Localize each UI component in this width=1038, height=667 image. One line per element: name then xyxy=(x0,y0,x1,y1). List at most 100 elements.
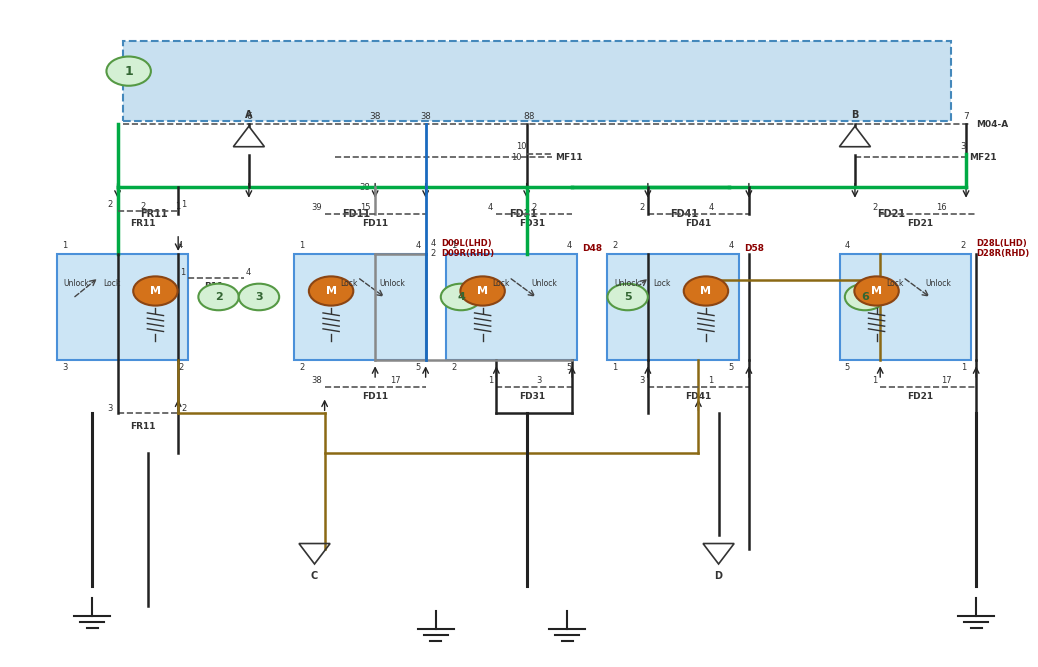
Circle shape xyxy=(854,276,899,305)
Text: 1: 1 xyxy=(709,376,714,385)
Text: 1: 1 xyxy=(175,201,181,211)
Text: FD31: FD31 xyxy=(519,392,545,401)
Text: 1: 1 xyxy=(180,268,185,277)
Text: 2: 2 xyxy=(215,292,222,302)
Text: 6: 6 xyxy=(862,292,869,302)
Text: 4: 4 xyxy=(177,241,184,251)
Text: B: B xyxy=(851,109,858,119)
Text: 1: 1 xyxy=(961,364,966,372)
Text: FD41: FD41 xyxy=(671,209,699,219)
Text: D58: D58 xyxy=(744,244,764,253)
Text: 17: 17 xyxy=(390,376,401,385)
Text: M: M xyxy=(326,286,336,296)
Text: MF11: MF11 xyxy=(555,153,582,162)
Text: Unlock: Unlock xyxy=(614,279,639,288)
Text: 6: 6 xyxy=(246,112,252,121)
Text: 5: 5 xyxy=(567,364,572,372)
Text: 3: 3 xyxy=(107,404,112,413)
Circle shape xyxy=(133,276,177,305)
Text: FD11: FD11 xyxy=(362,219,388,228)
Text: 2: 2 xyxy=(961,241,966,251)
Circle shape xyxy=(107,57,151,86)
Text: 5: 5 xyxy=(415,364,420,372)
Text: 3: 3 xyxy=(255,292,263,302)
Text: 7: 7 xyxy=(963,112,968,121)
Text: MF21: MF21 xyxy=(969,153,996,162)
Text: 38: 38 xyxy=(420,112,431,121)
Text: FD31: FD31 xyxy=(519,219,545,228)
Text: 2: 2 xyxy=(182,404,187,413)
Text: 16: 16 xyxy=(936,203,947,212)
FancyBboxPatch shape xyxy=(57,253,188,360)
Text: 2: 2 xyxy=(531,203,537,212)
Text: 4
2: 4 2 xyxy=(431,239,436,258)
Text: Lock: Lock xyxy=(340,279,358,288)
Text: 2: 2 xyxy=(107,199,112,209)
Text: 4: 4 xyxy=(709,203,714,212)
Text: 2: 2 xyxy=(612,241,618,251)
Text: FD11: FD11 xyxy=(362,392,388,401)
Text: D: D xyxy=(714,571,722,581)
Text: 10: 10 xyxy=(516,142,526,151)
Text: 4: 4 xyxy=(415,241,420,251)
Text: 1: 1 xyxy=(450,241,456,251)
Text: 39: 39 xyxy=(311,203,322,212)
Text: C: C xyxy=(311,571,319,581)
Text: 3: 3 xyxy=(537,376,542,385)
Text: Unlock: Unlock xyxy=(925,279,951,288)
Text: M: M xyxy=(701,286,711,296)
Text: A: A xyxy=(245,109,252,119)
Text: 1: 1 xyxy=(872,376,877,385)
Text: 38: 38 xyxy=(370,112,381,121)
Text: FR11: FR11 xyxy=(130,422,156,431)
Text: Lock: Lock xyxy=(885,279,903,288)
Text: FD41: FD41 xyxy=(685,219,711,228)
Text: FD21: FD21 xyxy=(907,219,933,228)
Text: M: M xyxy=(871,286,882,296)
Text: 38: 38 xyxy=(310,376,322,385)
Circle shape xyxy=(845,283,885,310)
FancyBboxPatch shape xyxy=(295,253,426,360)
Text: Unlock: Unlock xyxy=(531,279,557,288)
Text: FD41: FD41 xyxy=(685,392,711,401)
Text: 2: 2 xyxy=(639,203,645,212)
Text: 4: 4 xyxy=(488,203,493,212)
Text: FD21: FD21 xyxy=(877,209,905,219)
Text: 4: 4 xyxy=(729,241,734,251)
Circle shape xyxy=(309,276,353,305)
Text: FD11: FD11 xyxy=(342,209,371,219)
Text: 3: 3 xyxy=(961,142,966,151)
Text: 1: 1 xyxy=(125,65,133,77)
Text: 2: 2 xyxy=(140,201,145,211)
Text: 5: 5 xyxy=(729,364,734,372)
Text: M: M xyxy=(477,286,488,296)
Text: 4: 4 xyxy=(457,292,465,302)
Text: 8: 8 xyxy=(524,112,529,121)
Circle shape xyxy=(684,276,729,305)
Text: Unlock: Unlock xyxy=(380,279,406,288)
FancyBboxPatch shape xyxy=(122,41,951,121)
Text: 38: 38 xyxy=(359,183,371,192)
Text: Lock: Lock xyxy=(103,279,120,288)
Circle shape xyxy=(607,283,648,310)
Text: 3: 3 xyxy=(639,376,645,385)
Text: 17: 17 xyxy=(940,376,952,385)
Text: 8: 8 xyxy=(528,112,534,121)
Text: 2: 2 xyxy=(872,203,877,212)
Circle shape xyxy=(461,276,504,305)
Text: 1: 1 xyxy=(612,364,618,372)
Text: 2: 2 xyxy=(177,364,184,372)
Text: M: M xyxy=(149,286,161,296)
Circle shape xyxy=(441,283,482,310)
Text: 10: 10 xyxy=(511,153,522,162)
Text: FD31: FD31 xyxy=(509,209,537,219)
Text: R11: R11 xyxy=(203,281,223,291)
Text: Lock: Lock xyxy=(654,279,671,288)
Text: 4: 4 xyxy=(567,241,572,251)
Text: D09L(LHD)
D09R(RHD): D09L(LHD) D09R(RHD) xyxy=(441,239,494,258)
Circle shape xyxy=(239,283,279,310)
Text: M04-A: M04-A xyxy=(976,120,1008,129)
Text: 2: 2 xyxy=(299,364,304,372)
Text: 1: 1 xyxy=(488,376,493,385)
Text: FR11: FR11 xyxy=(140,209,168,219)
